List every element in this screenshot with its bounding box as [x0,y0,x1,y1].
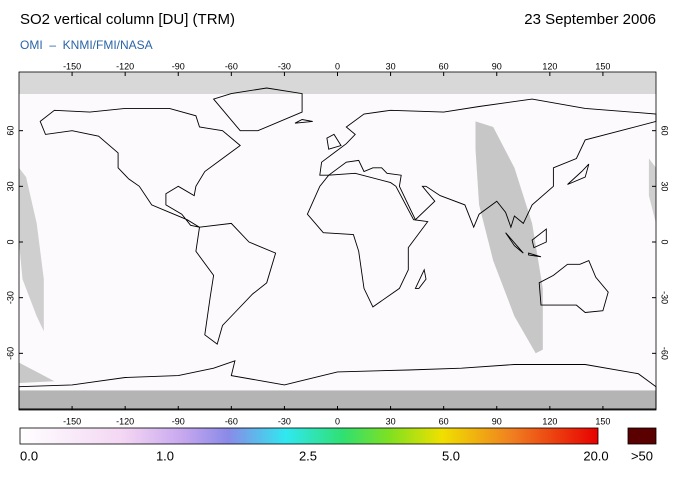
colorbar [19,427,599,445]
coastline [195,222,277,345]
lat-tick-label: 60 [660,126,670,136]
colorbar-label: >50 [631,448,653,463]
coastline [528,252,542,258]
swath-gap [19,362,55,383]
map-background [19,72,656,410]
swath-gap [19,167,44,332]
coastline [326,133,342,150]
lon-tick-label: -120 [116,416,134,426]
lon-tick-label: 0 [335,416,340,426]
lat-tick-label: 0 [5,239,15,244]
lon-tick-label: -30 [278,61,291,71]
lat-tick-label: 0 [660,239,670,244]
lon-tick-label: -90 [172,61,185,71]
lon-tick-label: 30 [386,416,396,426]
lon-tick-label: 120 [542,416,557,426]
lon-tick-label: -150 [63,61,81,71]
lon-tick-label: -60 [225,61,238,71]
colorbar-label: 2.5 [299,448,317,463]
coastline [538,260,609,313]
lon-tick-label: 60 [439,416,449,426]
lon-tick-label: 60 [439,61,449,71]
date: 23 September 2006 [524,11,656,28]
colorbar-overflow [627,427,657,445]
lon-tick-label: 120 [542,61,557,71]
coastline [39,107,241,228]
swath-gap [648,158,656,224]
map [18,71,657,411]
lon-tick-label: 150 [595,61,610,71]
lon-tick-label: 90 [492,61,502,71]
title: SO2 vertical column [DU] (TRM) [20,11,235,28]
colorbar-label: 5.0 [442,448,460,463]
lon-tick-label: 30 [386,61,396,71]
lat-tick-label: -30 [660,291,670,304]
lon-tick-label: -90 [172,416,185,426]
colorbar-label: 0.0 [20,448,38,463]
coastline [567,163,590,185]
lon-tick-label: 150 [595,416,610,426]
lon-tick-label: -120 [116,61,134,71]
lat-tick-label: -60 [5,347,15,360]
lon-tick-label: 0 [335,61,340,71]
no-data-band [19,72,656,94]
coastline [319,98,657,229]
lat-tick-label: -30 [5,291,15,304]
coastline [414,268,427,289]
lon-tick-label: -150 [63,416,81,426]
lon-tick-label: -60 [225,416,238,426]
coastline [505,232,524,254]
lat-tick-label: 30 [660,181,670,191]
coastline [531,228,547,249]
subtitle: OMI – KNMI/FMI/NASA [20,38,153,52]
lat-tick-label: 30 [5,181,15,191]
lon-tick-label: 90 [492,416,502,426]
lon-tick-label: -30 [278,416,291,426]
coastline [212,87,303,132]
coastline [306,172,429,308]
lat-tick-label: 60 [5,126,15,136]
no-data-band [19,390,656,410]
lat-tick-label: -60 [660,347,670,360]
colorbar-label: 20.0 [583,448,608,463]
colorbar-label: 1.0 [156,448,174,463]
coastline [294,119,313,124]
